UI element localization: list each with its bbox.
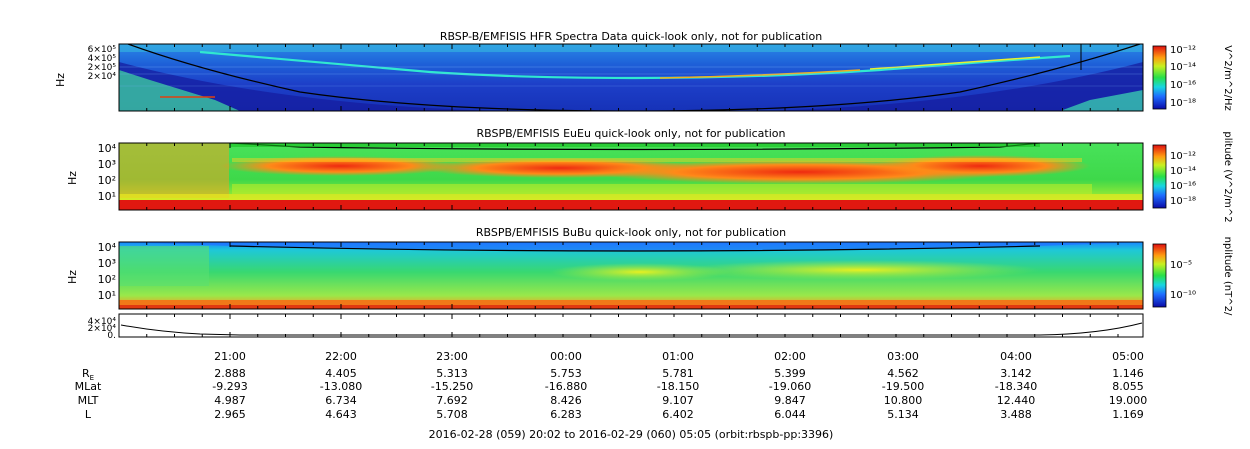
panel-bubu-ytick: 10¹ xyxy=(98,289,116,302)
panel-eueu-ylabel: Hz xyxy=(66,171,79,185)
panel-bubu-cbar-tick: 10⁻¹⁰ xyxy=(1170,290,1196,301)
panel-eueu-cbar-tick: 10⁻¹² xyxy=(1170,151,1196,162)
panel-bubu-ytick: 10² xyxy=(98,273,116,286)
panel-eueu-ytick: 10¹ xyxy=(98,190,116,203)
panel-altitude: 4×10⁴ 2×10⁴ 0. xyxy=(88,313,1144,341)
panel-altitude-line xyxy=(120,322,1143,336)
panel-hfr-title: RBSP-B/EMFISIS HFR Spectra Data quick-lo… xyxy=(440,30,822,43)
ephem-re-value: 4.405 xyxy=(325,367,357,380)
panel-bubu-cbar-tick: 10⁻⁵ xyxy=(1170,260,1192,271)
panel-bubu-colorbar xyxy=(1152,243,1167,308)
ephem-l-value: 5.134 xyxy=(887,408,919,421)
panel-hfr-cbar-label: V^2/m^2/Hz xyxy=(1222,45,1233,111)
panel-hfr-ytick: 6×10⁵ xyxy=(88,45,117,55)
ephem-mlt-value: 8.426 xyxy=(550,394,582,407)
ephem-times-value: 21:00 xyxy=(214,350,246,363)
ephem-mlat-value: -18.340 xyxy=(995,380,1037,393)
ephem-mlat-value: -16.880 xyxy=(545,380,587,393)
panel-hfr-ytick: 4×10⁵ xyxy=(88,54,117,64)
ephem-l-value: 1.169 xyxy=(1112,408,1144,421)
panel-eueu-title: RBSPB/EMFISIS EuEu quick-look only, not … xyxy=(476,127,785,140)
ephem-mlt-value: 19.000 xyxy=(1109,394,1148,407)
panel-eueu-ytick: 10² xyxy=(98,174,116,187)
x-axis-ticks xyxy=(146,44,1119,337)
ephem-l-value: 3.488 xyxy=(1000,408,1032,421)
ephem-re-value: 1.146 xyxy=(1112,367,1144,380)
panel-hfr-spectrogram xyxy=(119,44,1143,111)
ephem-l-value: 2.965 xyxy=(214,408,246,421)
ephem-row-label-l: L xyxy=(85,408,92,421)
ephem-l-value: 4.643 xyxy=(325,408,357,421)
ephemeris-table: RE MLat MLT L 21:002.888-9.2934.9872.965… xyxy=(75,350,1148,421)
ephem-mlt-value: 6.734 xyxy=(325,394,357,407)
ephem-re-value: 5.753 xyxy=(550,367,582,380)
panel-hfr-ytick: 2×10⁵ xyxy=(88,63,117,73)
ephem-mlat-value: -15.250 xyxy=(431,380,473,393)
panel-bubu: RBSPB/EMFISIS BuBu quick-look only, not … xyxy=(66,226,1233,316)
ephem-mlt-value: 9.107 xyxy=(662,394,694,407)
panel-eueu-cbar-tick: 10⁻¹⁶ xyxy=(1170,181,1196,192)
panel-bubu-cbar-label: nplitude (nT^2/ xyxy=(1222,237,1233,316)
panel-altitude-ytick: 4×10⁴ xyxy=(88,317,117,327)
ephem-re-value: 2.888 xyxy=(214,367,246,380)
ephem-times-value: 23:00 xyxy=(436,350,468,363)
panel-hfr-ytick: 2×10⁴ xyxy=(88,72,117,82)
ephem-row-label-mlat: MLat xyxy=(75,380,102,393)
ephem-row-label-mlt: MLT xyxy=(78,394,99,407)
panel-hfr-cbar-tick: 10⁻¹⁴ xyxy=(1170,62,1196,73)
panel-bubu-ytick: 10³ xyxy=(98,257,116,270)
ephem-re-value: 4.562 xyxy=(887,367,919,380)
panel-eueu-ytick: 10³ xyxy=(98,158,116,171)
footer-time-range: 2016-02-28 (059) 20:02 to 2016-02-29 (06… xyxy=(429,428,834,441)
panel-hfr-cbar-tick: 10⁻¹⁶ xyxy=(1170,80,1196,91)
ephem-re-value: 3.142 xyxy=(1000,367,1032,380)
ephem-l-value: 5.708 xyxy=(436,408,468,421)
ephem-mlat-value: -9.293 xyxy=(212,380,247,393)
ephem-mlt-value: 9.847 xyxy=(774,394,806,407)
panel-eueu-colorbar xyxy=(1152,144,1167,209)
panel-hfr-cbar-tick: 10⁻¹⁸ xyxy=(1170,98,1196,109)
panel-hfr: RBSP-B/EMFISIS HFR Spectra Data quick-lo… xyxy=(54,30,1233,112)
panel-bubu-spectrogram xyxy=(119,242,1143,309)
panel-altitude-ytick: 2×10⁴ xyxy=(88,324,117,334)
panel-eueu-spectrogram xyxy=(119,143,1143,210)
panel-eueu-cbar-tick: 10⁻¹⁴ xyxy=(1170,166,1196,177)
panel-eueu: RBSPB/EMFISIS EuEu quick-look only, not … xyxy=(66,127,1233,223)
ephem-mlt-value: 10.800 xyxy=(884,394,923,407)
ephem-mlat-value: -18.150 xyxy=(657,380,699,393)
panel-hfr-colorbar xyxy=(1152,45,1167,110)
panel-altitude-ytick: 0. xyxy=(107,331,116,341)
panel-hfr-ylabel: Hz xyxy=(54,73,67,87)
ephem-re-value: 5.399 xyxy=(774,367,806,380)
panel-bubu-ylabel: Hz xyxy=(66,270,79,284)
ephem-mlat-value: 8.055 xyxy=(1112,380,1144,393)
ephem-mlat-value: -19.060 xyxy=(769,380,811,393)
panel-bubu-title: RBSPB/EMFISIS BuBu quick-look only, not … xyxy=(476,226,786,239)
panel-eueu-cbar-tick: 10⁻¹⁸ xyxy=(1170,196,1196,207)
ephem-times-value: 02:00 xyxy=(774,350,806,363)
ephem-l-value: 6.402 xyxy=(662,408,694,421)
ephem-l-value: 6.044 xyxy=(774,408,806,421)
ephem-mlat-value: -13.080 xyxy=(320,380,362,393)
ephem-l-value: 6.283 xyxy=(550,408,582,421)
ephem-times-value: 00:00 xyxy=(550,350,582,363)
ephem-re-value: 5.781 xyxy=(662,367,694,380)
ephem-mlt-value: 4.987 xyxy=(214,394,246,407)
ephem-times-value: 01:00 xyxy=(662,350,694,363)
ephem-times-value: 04:00 xyxy=(1000,350,1032,363)
panel-bubu-ytick: 10⁴ xyxy=(98,241,117,254)
ephem-mlt-value: 7.692 xyxy=(436,394,468,407)
ephem-times-value: 22:00 xyxy=(325,350,357,363)
ephem-times-value: 05:00 xyxy=(1112,350,1144,363)
panel-eueu-cbar-label: plitude (V^2/m^2 xyxy=(1222,131,1233,222)
panel-hfr-cbar-tick: 10⁻¹² xyxy=(1170,45,1196,56)
ephem-mlat-value: -19.500 xyxy=(882,380,924,393)
ephem-times-value: 03:00 xyxy=(887,350,919,363)
ephem-mlt-value: 12.440 xyxy=(997,394,1036,407)
panel-eueu-ytick: 10⁴ xyxy=(98,142,117,155)
ephem-re-value: 5.313 xyxy=(436,367,468,380)
